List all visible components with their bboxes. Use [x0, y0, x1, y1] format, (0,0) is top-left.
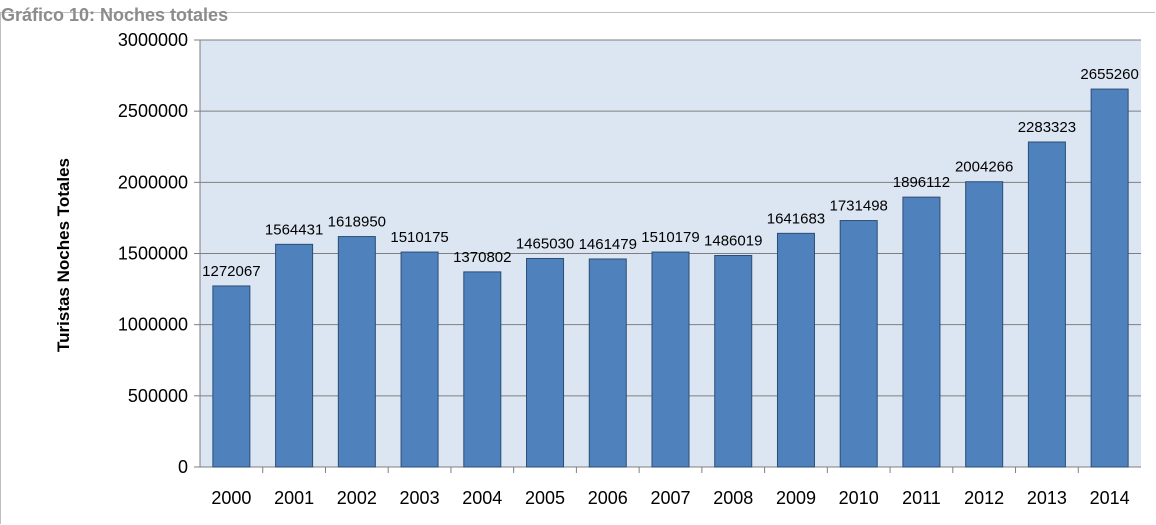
bar-2008	[714, 254, 753, 468]
x-tick-label: 2010	[839, 488, 879, 508]
x-tick-label: 2006	[588, 488, 628, 508]
x-tick-label: 2005	[525, 488, 565, 508]
y-tick-label: 3000000	[118, 30, 188, 50]
chart-frame: Gráfico 10: Noches totales	[0, 5, 1155, 524]
y-tick-label: 1000000	[118, 315, 188, 335]
data-label: 1461479	[579, 236, 637, 253]
x-tick-label: 2011	[902, 488, 941, 508]
x-tick-label: 2003	[400, 488, 440, 508]
data-label: 1510175	[390, 229, 448, 246]
data-label: 1370802	[453, 249, 511, 266]
bar-2001	[275, 243, 314, 468]
y-tick-label: 1500000	[118, 244, 188, 264]
data-label: 1618950	[328, 214, 386, 231]
data-label: 1731498	[829, 198, 887, 215]
data-label: 2004266	[955, 159, 1013, 176]
bar-2011	[902, 196, 941, 468]
x-tick-label: 2000	[211, 488, 251, 508]
data-label: 1465030	[516, 235, 574, 252]
x-tick-label: 2014	[1090, 488, 1130, 508]
bar-2009	[776, 232, 815, 468]
data-label: 1272067	[202, 263, 260, 280]
y-axis-title: Turistas Noches Totales	[54, 158, 73, 352]
data-label: 1486019	[704, 232, 762, 249]
data-label: 1564431	[265, 221, 323, 238]
bar-2002	[337, 236, 376, 468]
figure-title: Gráfico 10: Noches totales	[1, 5, 229, 25]
y-axis: 0 500000 1000000 1500000 2000000 2500000 30000…	[118, 30, 201, 477]
bar-2014	[1090, 88, 1129, 468]
bar-2012	[965, 181, 1004, 468]
data-label: 1510179	[641, 229, 699, 246]
x-tick-label: 2007	[650, 488, 690, 508]
data-label: 1641683	[767, 210, 825, 227]
x-tick-label: 2008	[713, 488, 753, 508]
bars	[212, 88, 1129, 468]
bar-2004	[463, 271, 502, 468]
data-label: 1896112	[893, 174, 950, 191]
x-tick-label: 2002	[337, 488, 377, 508]
bar-2007	[651, 251, 690, 468]
data-label: 2283323	[1018, 119, 1076, 136]
bar-2013	[1027, 141, 1066, 468]
bar-2003	[400, 251, 439, 468]
x-tick-label: 2012	[964, 488, 1004, 508]
y-tick-label: 2500000	[118, 101, 188, 121]
x-tick-label: 2009	[776, 488, 816, 508]
y-tick-label: 2000000	[118, 172, 188, 192]
data-label: 2655260	[1080, 66, 1138, 83]
y-tick-label: 0	[178, 457, 188, 477]
x-axis: 2000 2001 2002 2003 2004 2005 2006 2007 2008 2009…	[200, 466, 1141, 508]
bar-2006	[588, 258, 627, 468]
x-tick-label: 2013	[1027, 488, 1067, 508]
x-tick-label: 2001	[274, 488, 314, 508]
x-tick-label: 2004	[462, 488, 502, 508]
y-tick-label: 500000	[128, 386, 188, 406]
bar-2010	[839, 220, 878, 468]
bar-2005	[526, 257, 565, 468]
bar-2000	[212, 285, 251, 468]
